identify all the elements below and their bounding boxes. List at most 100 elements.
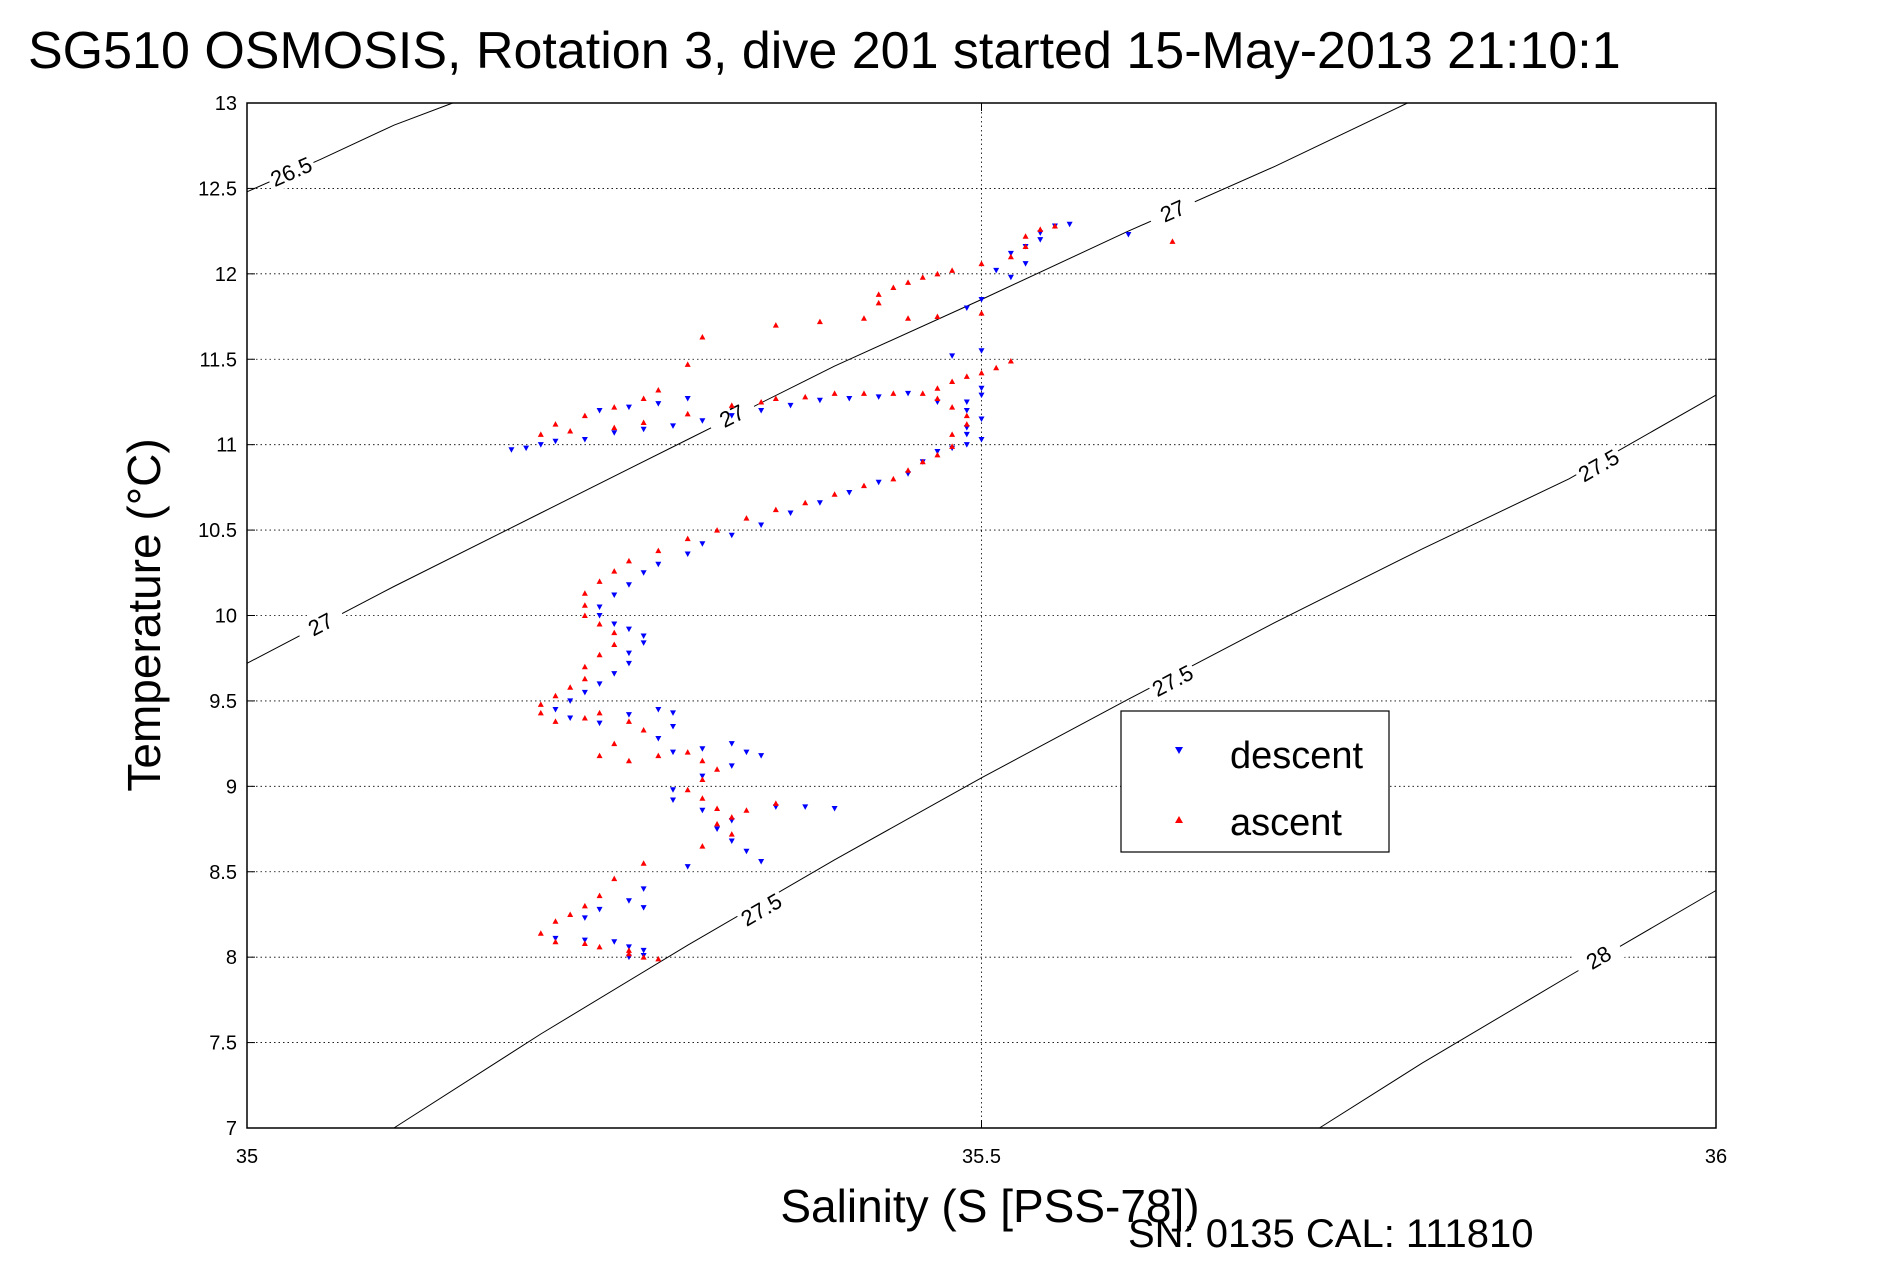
descent-point: [1125, 232, 1132, 238]
descent-point: [596, 906, 603, 913]
descent-point: [670, 710, 677, 716]
descent-point: [640, 426, 647, 433]
ascent-point: [714, 527, 721, 533]
ascent-point: [875, 291, 882, 297]
legend-label-descent: descent: [1230, 735, 1364, 777]
descent-point: [846, 490, 853, 496]
legend-marker-descent: [1175, 747, 1183, 754]
descent-point: [625, 712, 632, 718]
descent-point: [699, 541, 706, 547]
descent-point: [728, 413, 735, 419]
descent-point: [743, 749, 750, 756]
descent-point: [611, 592, 618, 598]
ascent-point: [963, 373, 970, 379]
descent-point: [905, 390, 912, 397]
contour-label-background: [1145, 189, 1200, 233]
descent-point: [625, 626, 632, 633]
descent-point: [670, 423, 677, 429]
descent-point: [684, 551, 691, 557]
ascent-point: [552, 918, 559, 924]
descent-point: [611, 939, 618, 945]
y-tick-label: 9: [226, 776, 237, 798]
descent-point: [728, 838, 735, 844]
descent-point: [758, 522, 765, 528]
descent-point: [963, 399, 970, 405]
y-tick-label: 7.5: [209, 1033, 237, 1055]
y-tick-label: 10: [215, 606, 237, 628]
descent-point: [728, 741, 735, 747]
descent-point: [963, 305, 970, 311]
descent-point: [963, 442, 970, 448]
descent-point: [846, 396, 853, 402]
ascent-point: [831, 390, 838, 396]
ascent-point: [699, 334, 706, 340]
ascent-point: [919, 274, 926, 280]
descent-point: [787, 510, 794, 516]
descent-point: [670, 797, 677, 803]
ascent-point: [640, 419, 647, 425]
ascent-point: [728, 814, 735, 820]
legend-marker-ascent: [1175, 816, 1183, 823]
ascent-point: [581, 675, 588, 682]
ascent-point: [655, 955, 662, 962]
descent-point: [640, 570, 647, 576]
isopycnal-line: [1319, 890, 1717, 1129]
descent-point: [699, 773, 706, 780]
ascent-point: [890, 284, 897, 290]
descent-point: [1066, 221, 1073, 228]
ascent-point: [625, 718, 632, 724]
y-tick-label: 10.5: [198, 520, 237, 542]
ascent-point: [934, 270, 941, 277]
descent-point: [758, 753, 765, 759]
ascent-point: [552, 938, 559, 945]
descent-point: [625, 650, 632, 657]
y-tick-label: 7: [226, 1118, 237, 1140]
ascent-point: [684, 410, 691, 417]
ascent-point: [860, 390, 867, 396]
ascent-point: [684, 749, 691, 755]
descent-point: [655, 706, 662, 713]
descent-point: [625, 898, 632, 904]
ascent-point: [596, 578, 603, 584]
isopycnal-line: [246, 102, 1408, 664]
descent-point: [699, 746, 706, 752]
contour-label-background: [1571, 933, 1626, 981]
y-tick-label: 12: [215, 264, 237, 286]
contour-label-background: [263, 149, 319, 193]
axis-ticks: 7 7.5 8 8.5 9 9.5 10 10.5 11 11.5 12 12.5 13 35 35.5 36: [198, 93, 1727, 1168]
y-tick-label: 11.5: [200, 349, 237, 371]
descent-point: [552, 935, 559, 942]
descent-point: [978, 392, 985, 399]
descent-point: [978, 348, 985, 354]
descent-point: [523, 445, 530, 452]
ascent-point: [567, 911, 574, 917]
ascent-point: [596, 752, 603, 759]
ascent-point: [816, 318, 823, 325]
descent-point: [728, 763, 735, 769]
ascent-point: [640, 954, 647, 960]
y-tick-label: 12.5: [198, 178, 237, 200]
descent-point: [596, 613, 603, 619]
descent-point: [640, 886, 647, 892]
descent-point: [670, 724, 677, 730]
descent-point: [1037, 237, 1044, 243]
plot-frame: [246, 102, 1717, 1129]
ascent-point: [802, 393, 809, 400]
y-tick-label: 8.5: [209, 862, 237, 884]
ascent-point: [1007, 357, 1014, 364]
ascent-point: [552, 421, 559, 427]
descent-point: [611, 621, 618, 628]
ascent-point: [728, 402, 735, 408]
descent-point: [655, 561, 662, 568]
descent-point: [640, 947, 647, 954]
descent-point: [552, 438, 559, 445]
ascent-point: [772, 395, 779, 402]
descent-point: [596, 604, 603, 610]
descent-point: [596, 408, 603, 414]
descent-point: [508, 447, 515, 453]
ascent-point: [699, 776, 706, 782]
descent-point: [978, 296, 985, 303]
descent-point: [831, 806, 838, 812]
ascent-point: [640, 395, 647, 402]
ascent-point: [860, 482, 867, 489]
